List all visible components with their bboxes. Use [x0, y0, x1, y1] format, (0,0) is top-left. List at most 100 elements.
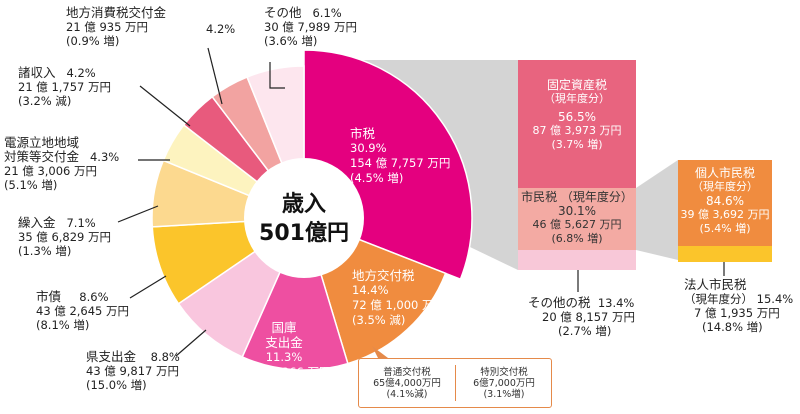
label-shimin-pct: 30.1%: [557, 204, 597, 218]
center-hole: [244, 158, 364, 278]
label-shisai-pct: 8.6%: [79, 290, 109, 304]
label-kokko-amount: 56 億 8,266 万円: [237, 365, 331, 379]
label-shizei: 市税 30.9% 154 億 7,757 万円 (4.5% 増): [350, 126, 450, 186]
label-shoshu-amount: 21 億 1,757 万円: [18, 80, 112, 94]
label-koufuzei-change: (3.5% 減): [352, 313, 406, 327]
center-label-1: 歳入: [281, 192, 326, 217]
label-chiho-pct: 4.2%: [206, 22, 236, 36]
label-shizei-amount: 154 億 7,757 万円: [350, 156, 451, 170]
label-hojin-amount: 7 億 1,935 万円: [694, 306, 780, 320]
leader-kurire: [117, 205, 159, 223]
bar-shimin: [518, 188, 636, 250]
label-shimin-amount: 46 億 5,627 万円: [532, 218, 622, 231]
center-total: 歳入 501億円: [252, 190, 356, 248]
label-kokko: 国庫 支出金 11.3% 56 億 8,266 万円 (16.3% 増): [236, 320, 332, 395]
label-kojin: 個人市民税 （現年度分） 84.6% 39 億 3,692 万円 (5.4% 増…: [678, 166, 772, 236]
koufuzei-detail-box: 普通交付税 65億4,000万円 (4.1%減) 特別交付税 6億7,000万円…: [358, 358, 552, 408]
label-sonotazei-amount: 20 億 8,157 万円: [542, 310, 636, 324]
label-hojin-pct: 15.4%: [756, 292, 794, 306]
label-kotei-change: (3.7% 増): [551, 138, 603, 151]
label-kurire-name: 繰入金: [18, 215, 56, 230]
label-shizei-pct: 30.9%: [350, 141, 387, 155]
label-kotei-pct: 56.5%: [557, 110, 597, 124]
koufuzei-futsu-amount: 65億4,000万円: [373, 378, 441, 389]
label-shoshu-pct: 4.2%: [66, 66, 96, 80]
koufuzei-tokubetsu-change: (3.1%増): [483, 389, 525, 400]
label-kurire-amount: 35 億 6,829 万円: [18, 230, 112, 244]
label-shisai: 市債 8.6% 43 億 2,645 万円 (8.1% 増): [36, 289, 130, 333]
label-kurire-pct: 7.1%: [66, 216, 96, 230]
label-ken: 県支出金 8.8% 43 億 9,817 万円 (15.0% 増): [86, 350, 180, 393]
label-dengen: 電源立地地域 対策等交付金 4.3% 21 億 3,006 万円 (5.1% 増…: [4, 136, 120, 193]
label-shimin-change: (6.8% 増): [551, 232, 603, 245]
bar-kotei: [518, 60, 636, 188]
label-sonota-pct: 6.1%: [312, 6, 342, 20]
center-label-2: 501億円: [259, 221, 349, 246]
label-kokko-pct: 11.3%: [265, 350, 303, 364]
leader-shoshu: [139, 85, 191, 127]
label-dengen-amount: 21 億 3,006 万円: [4, 164, 98, 178]
leader-sonota: [269, 62, 285, 89]
label-sonotazei-name: その他の税: [528, 295, 591, 310]
label-sonota: その他 6.1% 30 億 7,989 万円 (3.6% 増): [264, 6, 358, 49]
label-hojin-name: 法人市民税: [684, 277, 747, 292]
label-kojin-change: (5.4% 増): [699, 222, 751, 235]
label-sonotazei-change: (2.7% 増): [558, 324, 612, 338]
label-chiho-amount: 21 億 935 万円: [66, 20, 149, 34]
koufuzei-divider: [455, 365, 456, 401]
label-hojin-sub: （現年度分）: [684, 292, 753, 306]
bar-hojin: [678, 246, 772, 262]
label-kokko-name2: 支出金: [265, 335, 303, 350]
label-koufuzei-name: 地方交付税: [352, 268, 415, 283]
label-hojin: 法人市民税 （現年度分） 15.4% 7 億 1,935 万円 (14.8% 増…: [684, 277, 794, 335]
label-ken-change: (15.0% 増): [86, 378, 147, 392]
label-shizei-name: 市税: [350, 126, 376, 141]
zoom-connector-right: [636, 160, 678, 260]
label-shisai-name: 市債: [36, 289, 62, 304]
label-kojin-sub: （現年度分）: [692, 180, 758, 193]
label-kokko-name1: 国庫: [271, 320, 297, 335]
label-sonotazei-pct: 13.4%: [597, 296, 635, 310]
label-sonota-amount: 30 億 7,989 万円: [264, 20, 358, 34]
label-sonotazei: その他の税 13.4% 20 億 8,157 万円 (2.7% 増): [528, 295, 636, 339]
label-chiho-change: (0.9% 増): [66, 34, 120, 48]
koufuzei-tokubetsu: 特別交付税 6億7,000万円 (3.1%増): [456, 367, 552, 400]
label-dengen-pct: 4.3%: [89, 150, 120, 164]
label-koufuzei: 地方交付税 14.4% 72 億 1,000 万円 (3.5% 減): [352, 268, 445, 328]
label-kojin-name: 個人市民税: [694, 166, 755, 180]
pie-slice-2: [241, 215, 349, 371]
leader-shisai: [129, 275, 167, 299]
bar-kojin: [678, 160, 772, 246]
label-chiho: 地方消費税交付金 21 億 935 万円 (0.9% 増): [66, 5, 167, 49]
label-shoshu-change: (3.2% 減): [18, 94, 72, 108]
label-kotei-name: 固定資産税: [546, 78, 607, 92]
koufuzei-tokubetsu-amount: 6億7,000万円: [473, 378, 535, 389]
label-ken-pct: 8.8%: [150, 350, 180, 364]
label-dengen-change: (5.1% 増): [4, 178, 58, 192]
leader-chiho: [207, 47, 223, 105]
label-kurire-change: (1.3% 増): [18, 244, 72, 258]
label-shisai-amount: 43 億 2,645 万円: [36, 304, 130, 318]
label-kotei-amount: 87 億 3,973 万円: [532, 124, 622, 137]
label-ken-amount: 43 億 9,817 万円: [86, 364, 180, 378]
callout-pointer: [372, 346, 388, 358]
label-chiho-name: 地方消費税交付金: [66, 5, 167, 20]
label-kokko-change: (16.3% 増): [253, 380, 315, 394]
koufuzei-futsu-name: 普通交付税: [383, 367, 431, 378]
label-kojin-pct: 84.6%: [705, 194, 745, 208]
label-kotei-sub: （現年度分）: [544, 92, 610, 105]
label-hojin-change: (14.8% 増): [702, 320, 763, 334]
label-shisai-change: (8.1% 増): [36, 318, 90, 332]
label-shoshu: 諸収入 4.2% 21 億 1,757 万円 (3.2% 減): [18, 65, 112, 109]
label-shoshu-name: 諸収入: [18, 65, 56, 80]
label-dengen-name2: 対策等交付金: [4, 149, 80, 164]
koufuzei-tokubetsu-name: 特別交付税: [480, 367, 528, 378]
bar-sonotazei: [518, 250, 636, 270]
label-kurire: 繰入金 7.1% 35 億 6,829 万円 (1.3% 増): [18, 215, 112, 259]
koufuzei-futsu-change: (4.1%減): [386, 389, 428, 400]
label-kotei: 固定資産税 （現年度分） 56.5% 87 億 3,973 万円 (3.7% 増…: [518, 78, 636, 152]
label-koufuzei-pct: 14.4%: [352, 283, 389, 297]
label-kojin-amount: 39 億 3,692 万円: [680, 208, 770, 221]
koufuzei-futsu: 普通交付税 65億4,000万円 (4.1%減): [359, 367, 455, 400]
